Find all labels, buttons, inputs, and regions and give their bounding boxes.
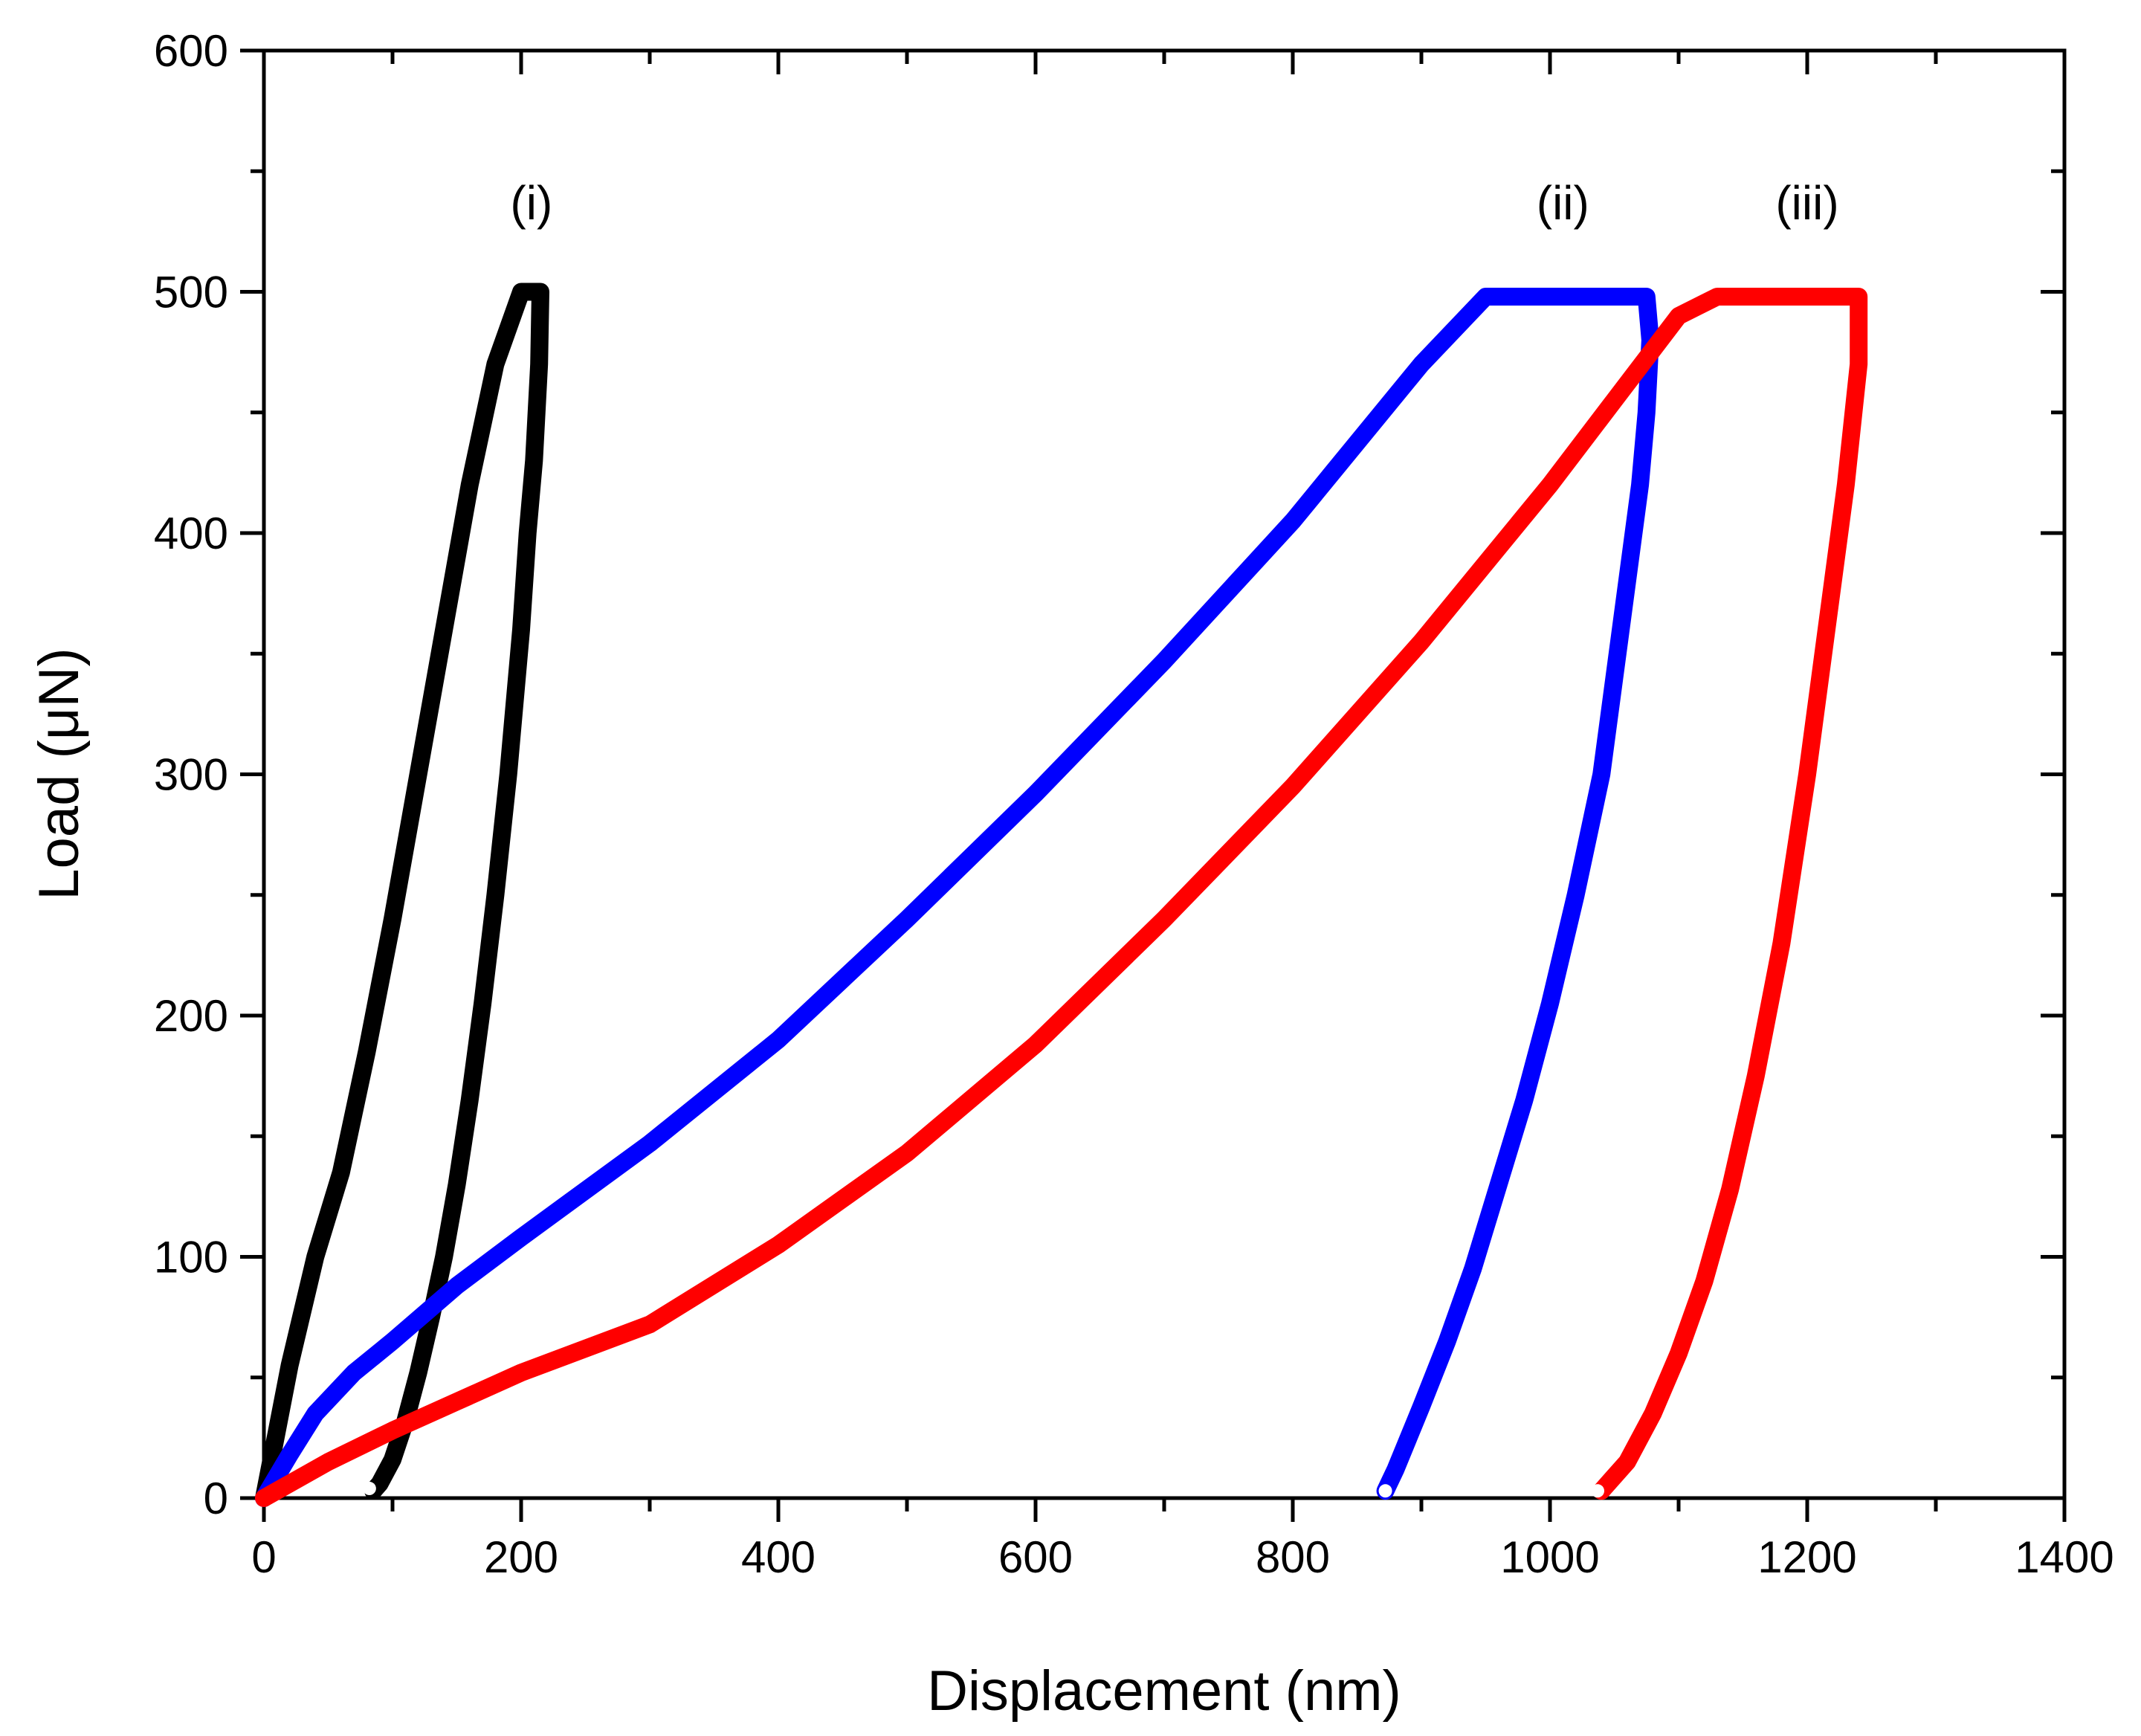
x-tick-label: 1000 <box>1500 1532 1599 1582</box>
curve-labels-layer: (i) (ii) (iii) <box>510 176 1838 230</box>
x-axis-title: Displacement (nm) <box>927 1659 1401 1723</box>
endpoint-marker <box>362 1482 376 1496</box>
y-tick-label: 300 <box>154 750 228 800</box>
curve-label: (i) <box>510 176 552 230</box>
y-tick-label: 200 <box>154 991 228 1041</box>
endpoint-marker <box>1591 1484 1605 1498</box>
y-tick-label: 100 <box>154 1233 228 1282</box>
ticks-layer: 0 200 400 600 800 1000 1200 1400 0 100 200 300 400 50… <box>154 26 2114 1582</box>
axes: 0 200 400 600 800 1000 1200 1400 0 100 200 300 400 50… <box>154 26 2114 1582</box>
y-tick-label: 0 <box>204 1474 228 1523</box>
series-line-ii <box>255 288 1659 1507</box>
x-tick-label: 800 <box>1256 1532 1330 1582</box>
plot-frame <box>262 48 2067 1500</box>
series-layer <box>255 283 1868 1507</box>
x-tick-label: 1200 <box>1757 1532 1856 1582</box>
y-tick-label: 400 <box>154 509 228 558</box>
series-line-i <box>255 283 549 1507</box>
x-tick-label: 400 <box>741 1532 816 1582</box>
x-tick-label: 0 <box>251 1532 276 1582</box>
series-line-iii <box>255 288 1868 1507</box>
x-tick-label: 1400 <box>2015 1532 2113 1582</box>
curve-label: (iii) <box>1775 176 1838 230</box>
y-tick-label: 500 <box>154 268 228 317</box>
endpoint-marker <box>1378 1484 1392 1498</box>
x-tick-label: 200 <box>484 1532 558 1582</box>
y-tick-label: 600 <box>154 26 228 76</box>
curve-label: (ii) <box>1537 176 1589 230</box>
y-axis-title: Load (μN) <box>28 648 91 900</box>
x-tick-label: 600 <box>998 1532 1073 1582</box>
